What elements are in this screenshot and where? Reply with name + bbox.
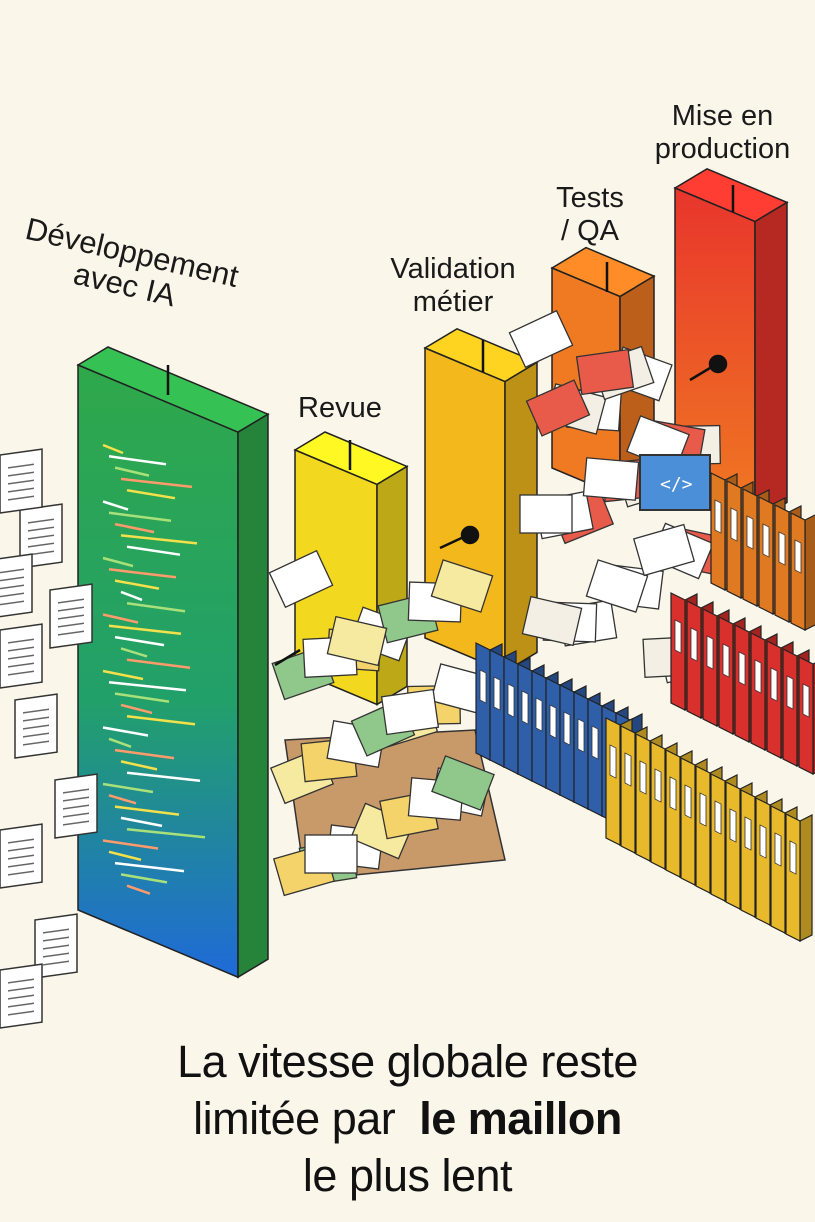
document-icon (0, 448, 43, 514)
code-line (114, 522, 155, 534)
code-line (126, 714, 196, 726)
binder (790, 512, 815, 631)
label-validation: Validation métier (368, 253, 538, 319)
binder (798, 656, 815, 775)
code-window (639, 454, 711, 511)
document-icon (49, 583, 93, 649)
code-line (102, 782, 154, 794)
code-line (120, 590, 143, 602)
code-line (102, 669, 144, 681)
code-line (126, 884, 151, 895)
svg-text:</>: </> (660, 474, 693, 495)
label-line: Tests (556, 182, 624, 214)
document-icon (14, 693, 58, 759)
document-icon (0, 823, 43, 889)
code-line (108, 850, 142, 862)
code-line (108, 455, 167, 466)
caption: La vitesse globale reste limitée par le … (0, 1033, 815, 1204)
code-line (114, 861, 185, 873)
code-line (120, 534, 198, 545)
code-line (126, 827, 206, 839)
pillar-side (237, 412, 269, 979)
code-line (108, 624, 182, 636)
label-revue: Revue (298, 392, 382, 424)
pillar-side (376, 465, 408, 706)
code-line (114, 635, 165, 647)
document-icon (0, 623, 43, 689)
stage-pillar (76, 346, 270, 979)
code-line (108, 681, 187, 692)
code-line (102, 613, 139, 624)
code-line (120, 816, 163, 828)
caption-line-2: limitée par le maillon (0, 1090, 815, 1147)
document-icon (0, 553, 33, 619)
connector-dot (460, 525, 480, 545)
code-line (114, 466, 150, 477)
code-line (108, 794, 137, 805)
caption-text: limitée par (193, 1093, 396, 1144)
code-line (102, 726, 149, 737)
code-line (126, 488, 176, 500)
code-line (126, 658, 191, 669)
paper-pile (268, 549, 506, 897)
connector (274, 648, 301, 667)
code-line (114, 748, 175, 760)
document-icon (54, 773, 98, 839)
code-line (114, 692, 170, 703)
code-line (114, 805, 180, 816)
pillar-side (754, 201, 788, 523)
code-line (108, 568, 177, 579)
code-line (120, 760, 158, 771)
code-line (102, 556, 134, 568)
code-line (108, 511, 172, 523)
label-tests: Tests / QA (535, 182, 645, 248)
code-line (108, 737, 132, 748)
code-line (102, 500, 129, 511)
code-line (126, 545, 181, 556)
code-line (120, 873, 168, 884)
connector-dot (708, 354, 728, 374)
label-line: production (654, 133, 791, 165)
code-line (120, 647, 148, 658)
caption-line-1: La vitesse globale reste (177, 1036, 638, 1087)
binder (785, 813, 813, 942)
code-line (126, 771, 201, 782)
code-line (120, 703, 153, 715)
label-production: Mise en production (630, 100, 815, 166)
pillar-front (77, 363, 239, 979)
document-icon (0, 963, 43, 1029)
label-line: Mise en (671, 100, 774, 132)
code-line (102, 443, 124, 455)
caption-line-3: le plus lent (302, 1150, 513, 1201)
paper-pile: </> (508, 309, 731, 684)
code-line (126, 601, 186, 613)
pillar-front (424, 346, 506, 673)
label-line: Validation (390, 253, 516, 285)
code-line (114, 579, 160, 590)
label-line: / QA (560, 215, 619, 247)
label-line: métier (412, 286, 494, 318)
code-line (102, 839, 159, 850)
code-line (120, 477, 193, 489)
caption-emphasis: le maillon (419, 1093, 622, 1144)
document-icon (34, 913, 78, 979)
